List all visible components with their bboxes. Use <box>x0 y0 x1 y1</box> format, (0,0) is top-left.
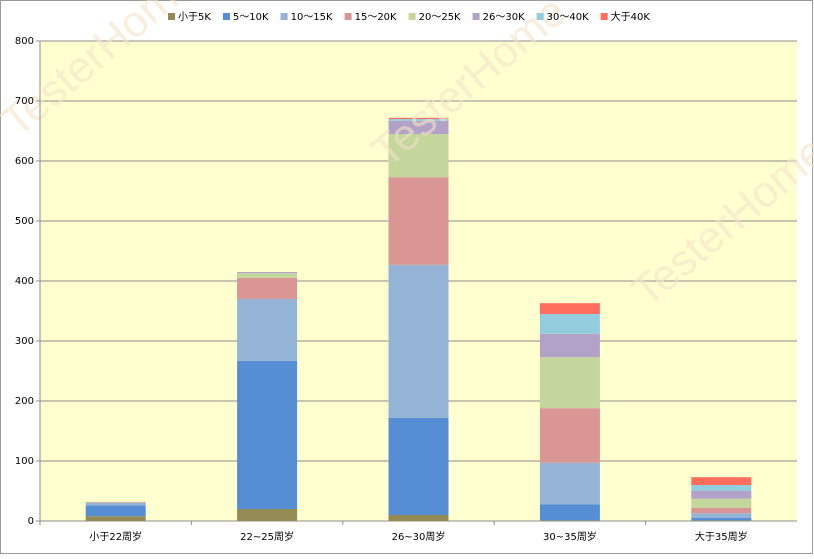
bar-segment <box>388 119 449 121</box>
bar-segment <box>237 299 298 361</box>
bar-segment <box>237 360 298 509</box>
bar-segment <box>539 314 600 334</box>
y-tick-label: 600 <box>15 156 34 167</box>
bar-segment <box>691 520 752 521</box>
y-tick-label: 300 <box>15 336 34 347</box>
legend-swatch <box>536 13 544 20</box>
legend-label: 30～40K <box>547 12 589 23</box>
bar-segment <box>388 134 449 178</box>
legend-swatch <box>600 13 608 20</box>
y-tick-label: 0 <box>28 516 34 527</box>
bar-segment <box>85 505 146 517</box>
bar-segment <box>85 516 146 521</box>
legend-label: 5～10K <box>233 12 269 23</box>
bar-segment <box>691 507 752 514</box>
legend-swatch <box>344 13 352 20</box>
legend-swatch <box>472 13 480 20</box>
bar-segment <box>388 117 449 119</box>
legend-swatch <box>408 13 416 20</box>
y-tick-label: 500 <box>15 216 34 227</box>
y-tick-label: 200 <box>15 396 34 407</box>
y-tick-label: 400 <box>15 276 34 287</box>
bar-segment <box>691 477 752 485</box>
bar-segment <box>539 357 600 409</box>
bar-segment <box>691 513 752 518</box>
bar-segment <box>691 485 752 491</box>
x-tick-label: 大于35周岁 <box>695 530 748 543</box>
legend-label: 10～15K <box>291 12 333 23</box>
bar-segment <box>85 503 146 506</box>
bar-segment <box>539 504 600 521</box>
x-tick-label: 26~30周岁 <box>392 530 446 543</box>
legend-label: 15～20K <box>355 12 397 23</box>
bar-segment <box>691 498 752 508</box>
bar-segment <box>539 408 600 463</box>
bar-segment <box>237 272 298 274</box>
legend-swatch <box>222 13 230 20</box>
x-tick-label: 30~35周岁 <box>543 530 597 543</box>
y-tick-label: 800 <box>15 36 34 47</box>
x-tick-label: 22~25周岁 <box>240 530 294 543</box>
bar-segment <box>691 491 752 499</box>
y-tick-label: 700 <box>15 96 34 107</box>
bar-segment <box>237 273 298 278</box>
bar-segment <box>388 417 449 515</box>
legend-label: 大于40K <box>611 10 651 23</box>
legend-label: 26～30K <box>483 12 525 23</box>
bar-segment <box>388 264 449 418</box>
bar-segment <box>237 278 298 299</box>
legend-label: 20～25K <box>419 12 461 23</box>
bar-segment <box>388 177 449 265</box>
bar-segment <box>237 509 298 521</box>
bar-segment <box>85 501 146 503</box>
bar-segment <box>539 520 600 521</box>
bar-segment <box>539 462 600 505</box>
bar-segment <box>388 515 449 521</box>
bar-segment <box>539 303 600 314</box>
legend-swatch <box>168 13 175 20</box>
bar-segment <box>85 502 146 503</box>
bar-segment <box>691 518 752 521</box>
x-tick-label: 小于22周岁 <box>89 530 142 543</box>
legend-swatch <box>280 13 288 20</box>
bar-segment <box>388 120 449 134</box>
bar-segment <box>539 333 600 358</box>
legend-label: 小于5K <box>178 11 211 23</box>
y-tick-label: 100 <box>15 456 34 467</box>
